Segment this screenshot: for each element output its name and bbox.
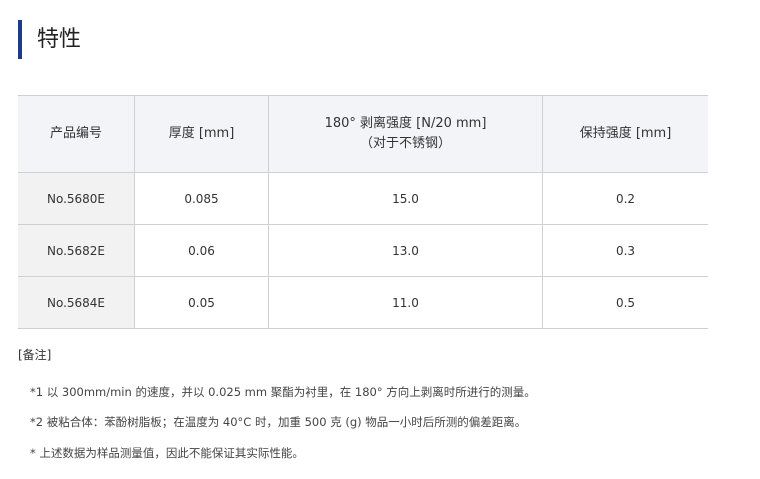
peel-strength-cell: 11.0 (268, 276, 543, 329)
thickness-cell: 0.085 (134, 172, 269, 225)
thickness-cell: 0.06 (134, 224, 269, 277)
properties-table: 产品编号 厚度 [mm] 180° 剥离强度 [N/20 mm] （对于不锈钢） … (18, 95, 708, 329)
holding-strength-cell: 0.2 (542, 172, 708, 225)
notes-heading: [备注] (18, 348, 52, 362)
table-row: No.5682E 0.06 13.0 0.3 (18, 224, 708, 277)
note-1: *1 以 300mm/min 的速度，并以 0.025 mm 聚酯为衬里，在 1… (30, 385, 536, 399)
note-2: *2 被粘合体：苯酚树脂板；在温度为 40°C 时，加重 500 克 (g) 物… (30, 415, 527, 429)
table-row: No.5680E 0.085 15.0 0.2 (18, 172, 708, 225)
peel-strength-cell: 13.0 (268, 224, 543, 277)
header-product-no: 产品编号 (18, 95, 135, 173)
header-peel-strength: 180° 剥离强度 [N/20 mm] （对于不锈钢） (268, 95, 543, 173)
table-header-row: 产品编号 厚度 [mm] 180° 剥离强度 [N/20 mm] （对于不锈钢） … (18, 95, 708, 173)
thickness-cell: 0.05 (134, 276, 269, 329)
header-holding-strength: 保持强度 [mm] (542, 95, 708, 173)
holding-strength-cell: 0.5 (542, 276, 708, 329)
peel-strength-label: 180° 剥离强度 [N/20 mm] (324, 116, 487, 131)
section-title: 特性 (18, 20, 81, 59)
product-no-cell: No.5684E (18, 276, 135, 329)
product-no-cell: No.5680E (18, 172, 135, 225)
table-row: No.5684E 0.05 11.0 0.5 (18, 276, 708, 329)
product-no-cell: No.5682E (18, 224, 135, 277)
header-thickness: 厚度 [mm] (134, 95, 269, 173)
peel-strength-cell: 15.0 (268, 172, 543, 225)
holding-strength-cell: 0.3 (542, 224, 708, 277)
note-3: * 上述数据为样品测量值，因此不能保证其实际性能。 (30, 446, 304, 460)
peel-strength-sublabel: （对于不锈钢） (359, 136, 451, 151)
